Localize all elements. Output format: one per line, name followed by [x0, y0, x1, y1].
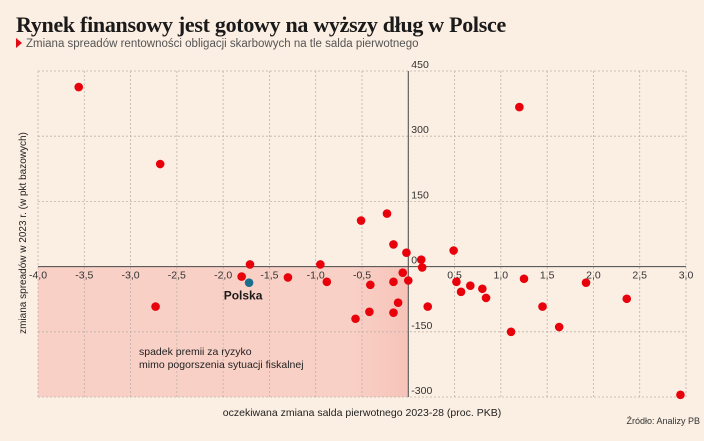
data-point [382, 209, 392, 218]
triangle-marker-icon [16, 38, 22, 48]
x-tick-label: -3,0 [122, 270, 140, 282]
x-tick-label: -4,0 [29, 270, 47, 282]
data-point [398, 268, 408, 277]
x-tick-label: -2,5 [168, 270, 186, 282]
x-tick-label: -1,5 [260, 270, 278, 282]
region-annotation-line-1: spadek premii za ryzyko [139, 346, 252, 358]
data-point [423, 302, 433, 311]
highlight-label: Polska [224, 289, 263, 303]
data-point [538, 302, 547, 311]
data-point [403, 276, 413, 285]
chart-title: Rynek finansowy jest gotowy na wyższy dł… [16, 12, 506, 37]
data-point [478, 284, 487, 294]
data-point [322, 277, 332, 287]
data-point [676, 390, 685, 400]
data-point [515, 102, 524, 112]
data-point [74, 82, 84, 92]
data-point [417, 263, 427, 272]
data-point [506, 327, 516, 337]
chart-subtitle: Zmiana spreadów rentowności obligacji sk… [16, 38, 419, 50]
data-point [581, 278, 591, 287]
y-tick-label: 150 [411, 189, 429, 201]
data-point [389, 277, 398, 287]
data-point [155, 159, 165, 169]
x-tick-label: -3,5 [75, 270, 93, 282]
y-tick-label: -150 [411, 320, 432, 332]
highlight-point-polska [244, 278, 254, 287]
data-point [366, 280, 375, 290]
region-annotation-line-2: mimo pogorszenia sytuacji fiskalnej [139, 359, 304, 371]
x-tick-label: 2,5 [632, 270, 647, 282]
data-point [466, 281, 475, 291]
y-tick-label: -300 [411, 385, 432, 397]
source-note: Źródło: Analizy PB [626, 416, 700, 426]
y-tick-label: 0 [411, 255, 417, 267]
data-point [519, 274, 529, 284]
data-point [389, 308, 398, 317]
data-point [365, 307, 374, 317]
x-tick-label: 2,0 [586, 270, 601, 282]
x-axis-label: oczekiwana zmiana salda pierwotnego 2023… [223, 407, 501, 419]
x-tick-label: -0,5 [353, 270, 371, 282]
data-point [554, 322, 564, 332]
data-point [416, 255, 426, 264]
data-point [245, 260, 255, 269]
x-tick-label: -2,0 [214, 270, 232, 282]
x-tick-label: 1,0 [494, 270, 509, 282]
y-tick-label: 450 [411, 59, 429, 71]
x-tick-label: -1,0 [307, 270, 325, 282]
data-point [351, 314, 360, 324]
data-point [402, 248, 411, 257]
data-point [316, 260, 325, 269]
data-point [237, 272, 246, 281]
data-point [151, 302, 160, 311]
data-point [481, 293, 491, 303]
data-point [449, 246, 458, 255]
y-axis-label: zmiana spreadów w 2023 r. (w pkt bazowyc… [18, 132, 29, 334]
data-point [283, 273, 293, 282]
x-tick-label: 3,0 [679, 270, 694, 282]
x-tick-label: 1,5 [540, 270, 555, 282]
data-point [356, 216, 366, 225]
subtitle-text: Zmiana spreadów rentowności obligacji sk… [26, 38, 419, 50]
y-tick-label: 300 [411, 124, 429, 136]
data-point [456, 287, 466, 297]
data-point [622, 294, 632, 304]
data-point [452, 277, 461, 287]
data-point [393, 298, 403, 307]
data-point [389, 240, 398, 249]
